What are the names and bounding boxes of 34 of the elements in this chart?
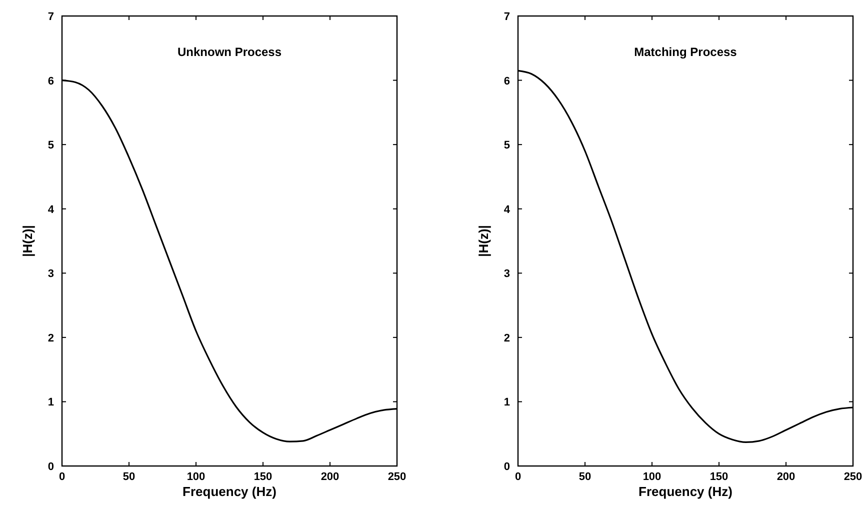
y-tick-label: 6 [48,75,54,88]
x-tick-label: 50 [578,471,592,483]
x-tick-label: 250 [844,471,862,483]
y-tick-label: 5 [48,140,54,152]
y-tick-label: 7 [504,11,510,23]
x-tick-label: 200 [776,471,796,483]
text: Unknown Process [177,45,282,59]
y-tick-label: 7 [48,11,54,23]
y-tick-label: 5 [504,140,510,152]
x-tick-label: 100 [186,471,206,483]
y-tick-label: 4 [48,204,55,216]
x-tick-label: 150 [254,471,272,483]
y-tick-label: 2 [48,332,54,344]
y-tick-label: 3 [504,268,510,280]
y-tick-label: 0 [504,461,510,473]
y-tick-label: 6 [504,75,510,88]
x-tick-label: 200 [320,471,340,483]
x-tick-label: 150 [710,471,728,483]
x-tick-label: 100 [642,471,662,483]
x-axis-title: Frequency (Hz) [638,484,732,499]
y-tick-label: 0 [48,461,54,473]
x-tick-label: 250 [388,471,406,483]
x-axis-title: Frequency (Hz) [182,484,276,499]
y-tick-label: 3 [48,268,54,280]
y-tick-label: 2 [504,332,510,344]
x-tick-label: 0 [514,471,522,483]
x-tick-label: 50 [122,471,136,483]
y-axis-title: |H(z)| [476,225,491,257]
y-tick-label: 1 [504,396,510,409]
y-axis-title: |H(z)| [20,225,35,257]
text: Matching Process [634,45,738,59]
y-tick-label: 4 [504,204,511,216]
y-tick-label: 1 [48,396,54,409]
x-tick-label: 0 [58,471,66,483]
